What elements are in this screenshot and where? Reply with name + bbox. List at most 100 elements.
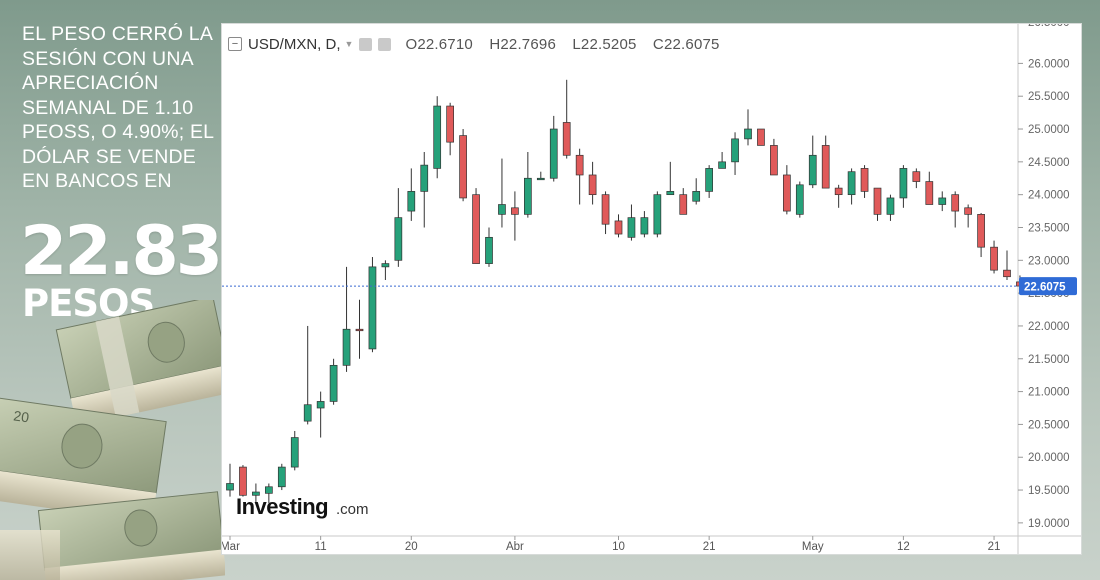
low-value: 22.5205	[580, 35, 637, 53]
candle-body	[498, 204, 506, 215]
candle-body	[977, 214, 985, 248]
candle-body	[782, 174, 791, 212]
candle-body	[239, 466, 247, 496]
candle-body	[951, 194, 960, 212]
x-tick-label: 21	[988, 541, 1001, 553]
chart-toolbar: − USD/MXN, D, ▼ O22.6710 H22.7696 L22.52…	[228, 34, 732, 54]
candle-body	[290, 437, 299, 468]
y-tick-label: 23.0000	[1028, 255, 1070, 267]
candle-body	[990, 246, 998, 271]
candle-body	[925, 181, 934, 205]
candle-body	[938, 197, 947, 205]
candle-body	[407, 191, 416, 212]
candle-body	[770, 145, 778, 176]
ohlc-readout: O22.6710 H22.7696 L22.5205 C22.6075	[405, 35, 720, 53]
candle-body	[834, 187, 843, 196]
candle-body	[536, 177, 545, 181]
y-tick-label: 21.5000	[1028, 354, 1070, 366]
x-tick-label: May	[802, 541, 824, 553]
symbol-label[interactable]: USD/MXN, D,	[248, 35, 341, 53]
candle-body	[718, 161, 726, 169]
y-tick-label: 22.0000	[1028, 321, 1070, 333]
open-value: 22.6710	[417, 35, 473, 53]
candle-body	[666, 191, 675, 196]
investing-logo: Investing	[236, 494, 328, 519]
candle-body	[847, 171, 856, 196]
candle-body	[899, 168, 908, 199]
candlestick-chart[interactable]: 19.0000 19.5000 20.0000 20.5000 21.0000 21.50…	[220, 17, 1081, 554]
y-tick-label: 23.5000	[1028, 222, 1070, 234]
candle-body	[485, 236, 493, 264]
candle-body	[562, 122, 571, 156]
y-tick-label: 24.0000	[1028, 190, 1070, 202]
candle-body	[757, 128, 765, 146]
x-tick-label: 20	[405, 541, 418, 553]
candle-body	[316, 401, 325, 409]
candle-body	[653, 194, 662, 235]
candle-body	[446, 105, 454, 143]
x-tick-label: 11	[315, 541, 327, 553]
candle-body	[640, 217, 649, 235]
close-value: 22.6075	[663, 35, 720, 53]
y-tick-label: 26.0000	[1028, 58, 1070, 70]
collapse-icon[interactable]: −	[228, 37, 242, 51]
y-tick-label: 19.0000	[1028, 518, 1070, 530]
candle-body	[226, 483, 234, 491]
candle-body	[627, 217, 636, 238]
candle-body	[744, 128, 752, 140]
candle-body	[433, 105, 442, 169]
chart-panel[interactable]: − USD/MXN, D, ▼ O22.6710 H22.7696 L22.52…	[220, 17, 1082, 555]
candle-body	[394, 217, 403, 261]
headline-text: El peso cerró la sesión con una apreciac…	[22, 23, 214, 192]
x-tick-label: 12	[897, 541, 910, 553]
candle-body	[575, 154, 584, 176]
candle-body	[860, 168, 869, 192]
y-tick-label: 21.0000	[1028, 387, 1070, 399]
candle-body	[524, 177, 532, 215]
candle-body	[381, 263, 390, 268]
candle-body	[588, 174, 597, 196]
last-price-label: 22.6075	[1024, 282, 1066, 294]
candle-body	[808, 154, 817, 186]
candle-body	[472, 194, 480, 264]
candle-body	[329, 364, 338, 402]
y-tick-label: 25.5000	[1028, 91, 1070, 103]
last-price-tag	[1019, 277, 1077, 296]
settings-icon[interactable]	[378, 37, 392, 51]
high-value: 22.7696	[500, 35, 556, 53]
x-tick-label: 21	[703, 541, 716, 553]
candle-body	[795, 184, 804, 215]
candle-body	[264, 486, 273, 494]
x-tick-label: Abr	[506, 541, 524, 553]
candle-body	[692, 191, 701, 202]
candle-body	[252, 491, 260, 496]
y-tick-label: 19.5000	[1028, 485, 1070, 497]
candle-body	[705, 168, 713, 192]
candle-body	[303, 404, 312, 422]
candle-body	[614, 220, 623, 235]
x-tick-label: 10	[612, 541, 625, 553]
headline-value: 22.83	[20, 212, 223, 291]
candle-body	[1003, 269, 1011, 278]
candle-body	[420, 164, 429, 192]
svg-text:20: 20	[12, 407, 30, 425]
money-stack-image: 20	[0, 300, 225, 580]
candle-body	[679, 194, 688, 215]
candle-body	[355, 328, 364, 332]
candle-body	[873, 187, 882, 215]
y-tick-label: 20.5000	[1028, 419, 1070, 431]
candle-body	[342, 328, 351, 366]
candle-body	[459, 135, 467, 199]
y-tick-label: 25.0000	[1028, 124, 1070, 136]
candle-body	[368, 266, 377, 350]
candle-body	[511, 207, 519, 215]
candle-body	[601, 194, 610, 225]
candle-body	[731, 138, 739, 163]
x-tick-label: Mar	[222, 541, 240, 553]
eye-icon[interactable]	[359, 37, 373, 51]
chevron-down-icon[interactable]: ▼	[344, 39, 354, 49]
candle-body	[821, 145, 830, 189]
investing-logo-suffix: .com	[336, 501, 369, 518]
y-tick-label: 20.0000	[1028, 452, 1070, 464]
candle-body	[277, 466, 286, 488]
